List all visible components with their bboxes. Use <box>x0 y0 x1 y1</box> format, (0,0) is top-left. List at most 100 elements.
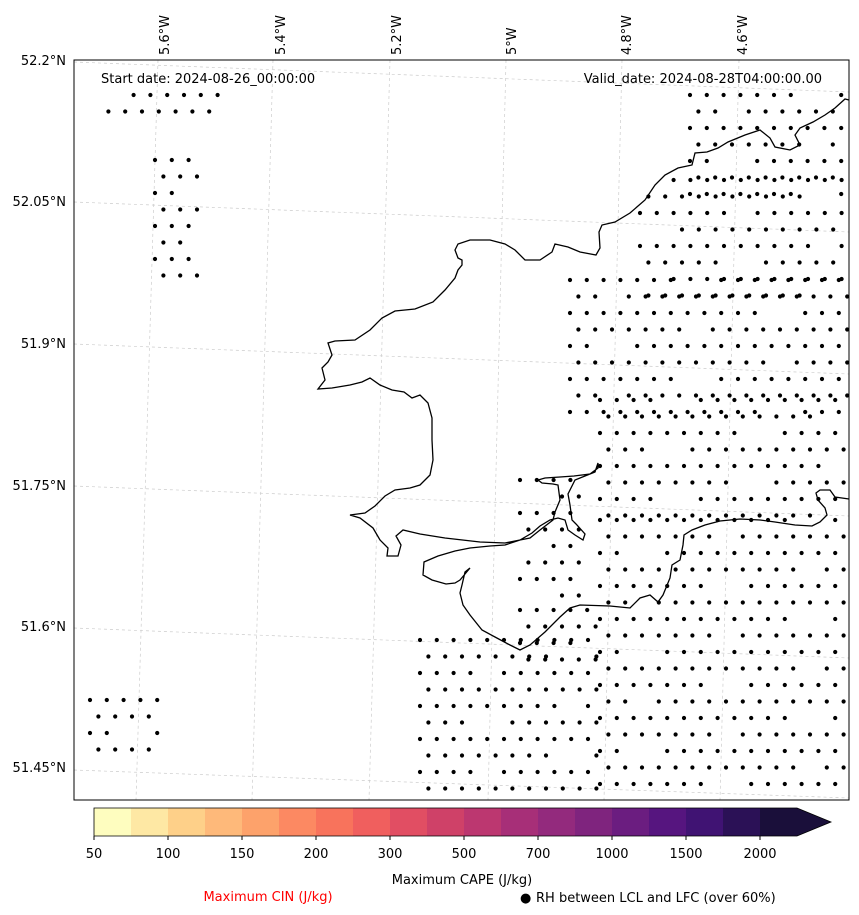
rh-legend-symbol: ● <box>520 891 531 906</box>
rh-dot <box>803 343 808 349</box>
rh-dot <box>568 543 573 549</box>
rh-dot <box>789 177 794 183</box>
rh-dot <box>690 600 695 605</box>
rh-dot <box>740 732 745 737</box>
rh-dot <box>648 616 653 622</box>
rh-dot <box>654 243 659 249</box>
rh-dot <box>426 753 431 758</box>
rh-dot <box>761 327 766 332</box>
rh-dot <box>757 765 762 770</box>
rh-dot <box>719 343 724 349</box>
lat-label: 51.9°N <box>21 337 66 352</box>
rh-dot <box>833 715 838 721</box>
rh-dot <box>623 732 628 737</box>
rh-dot <box>707 600 712 605</box>
rh-dot <box>693 294 699 299</box>
rh-dot <box>601 310 606 316</box>
rh-dot <box>476 753 481 758</box>
rh-dot <box>687 92 693 98</box>
rh-dot <box>738 191 743 197</box>
rh-dot <box>797 227 802 232</box>
colorbar-segment <box>168 808 206 836</box>
rh-dot <box>626 327 631 332</box>
colorbar-segment <box>94 808 132 836</box>
colorbar-extend-arrow <box>797 808 831 836</box>
rh-dot <box>698 682 703 688</box>
rh-dot <box>434 637 439 643</box>
rh-dot <box>526 624 531 629</box>
rh-dot <box>681 682 687 688</box>
rh-dot <box>552 769 557 775</box>
rh-dot <box>763 194 769 199</box>
rh-dot <box>761 294 766 299</box>
rh-dot <box>618 277 623 283</box>
rh-dot <box>816 583 821 589</box>
rh-dot <box>493 687 498 692</box>
map-plot-area <box>74 60 849 800</box>
rh-dot <box>635 409 640 415</box>
rh-dot <box>643 360 648 365</box>
rh-dot <box>771 158 777 164</box>
rh-dot <box>833 616 838 622</box>
rh-dot <box>765 616 771 622</box>
rh-dot <box>656 765 661 770</box>
rh-dot <box>660 294 665 299</box>
rh-dot <box>786 376 791 382</box>
rh-dot <box>816 430 821 436</box>
rh-dot <box>813 175 819 180</box>
rh-dot <box>517 510 523 516</box>
rh-dot <box>780 194 785 199</box>
rh-dot <box>696 109 701 114</box>
rh-dot <box>526 527 531 532</box>
rh-dot <box>839 191 844 197</box>
rh-dot <box>782 649 787 655</box>
rh-dot <box>836 310 841 316</box>
rh-dot <box>822 177 827 183</box>
rh-dot <box>597 397 603 403</box>
rh-dot <box>585 736 591 742</box>
rh-dot <box>631 715 636 721</box>
rh-dot <box>690 765 695 770</box>
rh-dot <box>417 769 423 775</box>
rh-dot <box>207 109 212 114</box>
rh-dot <box>651 343 657 349</box>
rh-dot <box>648 397 653 403</box>
rh-dot <box>552 670 557 676</box>
rh-dot <box>631 496 636 502</box>
rh-dot <box>755 191 760 197</box>
rh-dot <box>723 480 729 485</box>
rh-dot <box>841 666 846 671</box>
rh-dot <box>690 732 695 737</box>
rh-dot <box>178 174 183 179</box>
rh-dot <box>757 414 762 419</box>
rh-dot <box>169 190 174 196</box>
rh-dot <box>749 616 754 622</box>
rh-dot <box>841 567 846 572</box>
rh-dot <box>451 703 456 709</box>
rh-dot <box>626 294 631 299</box>
rh-dot <box>807 633 813 638</box>
rh-dot <box>719 310 724 316</box>
rh-dot <box>656 699 661 704</box>
rh-dot <box>551 607 556 613</box>
rh-dot <box>186 223 191 229</box>
rh-dot <box>606 567 611 572</box>
rh-dot <box>660 393 665 398</box>
colorbar-segment <box>390 808 428 836</box>
rh-dot <box>178 240 183 245</box>
map-frame <box>73 59 850 801</box>
rh-dot <box>723 765 729 770</box>
rh-dot <box>584 277 589 283</box>
rh-dot <box>527 687 532 692</box>
rh-dot <box>794 393 799 398</box>
rh-dot <box>656 666 661 671</box>
rh-dot <box>803 277 808 283</box>
rh-dot <box>181 92 187 98</box>
lat-label: 51.75°N <box>13 479 66 494</box>
rh-dot <box>841 447 846 452</box>
cin-legend-label: Maximum CIN (J/kg) <box>203 890 332 905</box>
rh-dot <box>752 310 757 316</box>
rh-dot <box>606 534 611 539</box>
lon-label: 5.6°W <box>158 15 173 55</box>
